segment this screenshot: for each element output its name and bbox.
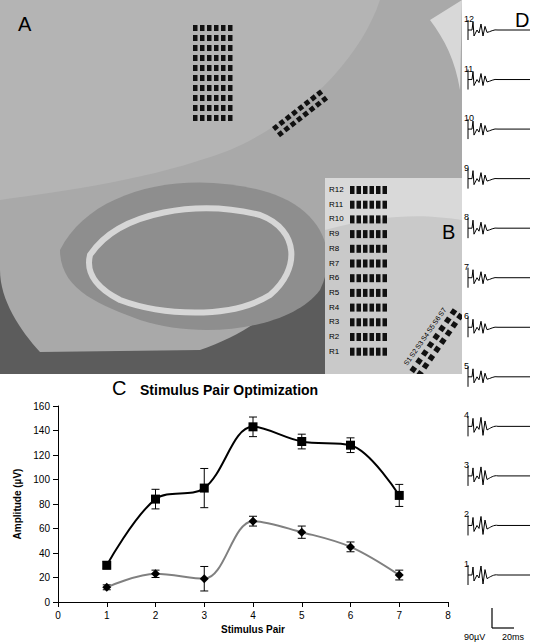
svg-text:5: 5 <box>464 360 469 371</box>
svg-text:R4: R4 <box>329 303 340 312</box>
svg-text:80: 80 <box>39 499 51 510</box>
svg-text:2: 2 <box>464 509 469 520</box>
svg-text:3: 3 <box>464 459 469 470</box>
svg-text:6: 6 <box>464 311 469 322</box>
svg-text:120: 120 <box>33 450 50 461</box>
svg-text:4: 4 <box>464 410 469 421</box>
html-text:A: A <box>18 13 32 35</box>
svg-text:R1: R1 <box>329 347 340 356</box>
svg-text:20ms: 20ms <box>502 632 525 642</box>
svg-text:6: 6 <box>348 610 354 621</box>
svg-text:R6: R6 <box>329 273 340 282</box>
svg-text:Stimulus Pair: Stimulus Pair <box>221 624 285 635</box>
svg-text:2: 2 <box>153 610 159 621</box>
svg-text:90µV: 90µV <box>464 632 485 642</box>
svg-text:100: 100 <box>33 474 50 485</box>
svg-text:S4: S4 <box>419 331 431 343</box>
svg-text:R2: R2 <box>329 332 340 341</box>
svg-text:40: 40 <box>39 548 51 559</box>
svg-text:S5: S5 <box>425 322 436 334</box>
html-text:B: B <box>442 221 456 243</box>
svg-text:1: 1 <box>104 610 110 621</box>
svg-text:R10: R10 <box>329 214 344 223</box>
svg-text:12: 12 <box>464 14 474 24</box>
svg-text:0: 0 <box>44 597 50 608</box>
svg-text:R9: R9 <box>329 229 340 238</box>
svg-text:7: 7 <box>396 610 402 621</box>
svg-text:160: 160 <box>33 401 50 412</box>
svg-text:140: 140 <box>33 425 50 436</box>
svg-text:R11: R11 <box>329 200 344 209</box>
svg-text:S7: S7 <box>437 306 448 317</box>
svg-text:20: 20 <box>39 572 51 583</box>
svg-text:S2: S2 <box>408 347 419 359</box>
html-text:D: D <box>515 9 530 31</box>
svg-text:S1: S1 <box>402 355 414 367</box>
svg-text:5: 5 <box>299 610 305 621</box>
html-text:C: C <box>112 377 127 399</box>
svg-text:60: 60 <box>39 523 51 534</box>
svg-text:8: 8 <box>464 212 469 223</box>
svg-text:S6: S6 <box>431 314 442 326</box>
svg-text:Stimulus Pair Optimization: Stimulus Pair Optimization <box>140 382 318 398</box>
svg-text:8: 8 <box>445 610 451 621</box>
svg-text:R8: R8 <box>329 244 340 253</box>
svg-text:3: 3 <box>201 610 207 621</box>
svg-text:7: 7 <box>464 261 469 272</box>
svg-text:R3: R3 <box>329 317 340 326</box>
svg-text:0: 0 <box>55 610 61 621</box>
svg-text:R7: R7 <box>329 259 340 268</box>
svg-text:4: 4 <box>250 610 256 621</box>
svg-text:10: 10 <box>464 113 474 124</box>
svg-text:11: 11 <box>464 64 473 74</box>
svg-text:1: 1 <box>464 559 469 569</box>
svg-text:R12: R12 <box>329 185 344 194</box>
svg-text:9: 9 <box>464 162 469 173</box>
svg-text:R5: R5 <box>329 288 340 297</box>
svg-text:S3: S3 <box>413 339 425 351</box>
svg-text:Amplitude (µV): Amplitude (µV) <box>12 469 23 540</box>
